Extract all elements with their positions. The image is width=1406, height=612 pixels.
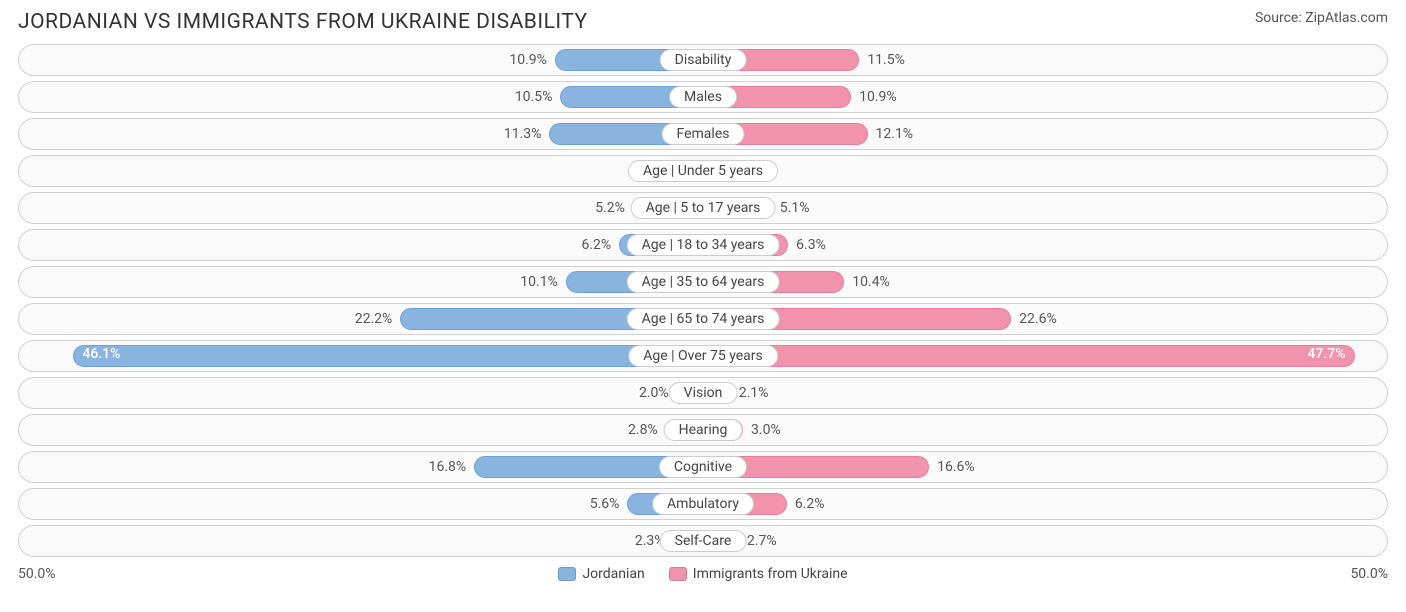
row-right-half: 11.5%: [703, 45, 1387, 75]
row-left-half: 10.9%: [19, 45, 703, 75]
legend-swatch-left: [558, 567, 576, 581]
value-label-right: 10.4%: [852, 274, 890, 290]
row-left-half: 2.8%: [19, 415, 703, 445]
value-label-right: 47.7%: [1307, 346, 1345, 362]
chart-row: 5.6% 6.2% Ambulatory: [18, 488, 1388, 520]
chart-row: 2.3% 2.7%Self-Care: [18, 525, 1388, 557]
row-right-half: 47.7%: [703, 341, 1387, 371]
category-label: Cognitive: [659, 456, 747, 478]
value-label-right: 2.7%: [747, 533, 777, 549]
value-label-right: 12.1%: [876, 126, 914, 142]
chart-row: 2.0% 2.1%Vision: [18, 377, 1388, 409]
value-label-right: 5.1%: [780, 200, 810, 216]
chart-title: JORDANIAN VS IMMIGRANTS FROM UKRAINE DIS…: [18, 10, 588, 34]
legend-swatch-right: [669, 567, 687, 581]
category-label: Age | 65 to 74 years: [627, 308, 780, 330]
row-left-half: 6.2%: [19, 230, 703, 260]
category-label: Age | Under 5 years: [628, 160, 778, 182]
category-label: Vision: [669, 382, 738, 404]
value-label-right: 6.2%: [795, 496, 825, 512]
chart-row: 10.9% 11.5% Disability: [18, 44, 1388, 76]
legend-item-left: Jordanian: [558, 566, 644, 582]
bar-right: 47.7%: [702, 345, 1355, 367]
row-left-half: 11.3%: [19, 119, 703, 149]
category-label: Hearing: [664, 419, 743, 441]
row-right-half: 12.1%: [703, 119, 1387, 149]
row-right-half: 3.0%: [703, 415, 1387, 445]
row-left-half: 10.1%: [19, 267, 703, 297]
value-label-left: 46.1%: [82, 346, 120, 362]
category-label: Disability: [660, 49, 747, 71]
category-label: Age | Over 75 years: [628, 345, 778, 367]
row-right-half: 5.1%: [703, 193, 1387, 223]
value-label-left: 10.9%: [509, 52, 547, 68]
category-label: Males: [669, 86, 737, 108]
chart-row: 46.1% 47.7% Age | Over 75 years: [18, 340, 1388, 372]
row-right-half: 10.4%: [703, 267, 1387, 297]
row-left-half: 22.2%: [19, 304, 703, 334]
chart-row: 5.2% 5.1%Age | 5 to 17 years: [18, 192, 1388, 224]
legend-label-left: Jordanian: [582, 566, 644, 582]
value-label-right: 3.0%: [751, 422, 781, 438]
category-label: Self-Care: [660, 530, 747, 552]
row-right-half: 2.7%: [703, 526, 1387, 556]
row-left-half: 2.0%: [19, 378, 703, 408]
source-attribution: Source: ZipAtlas.com: [1255, 10, 1388, 26]
value-label-left: 10.1%: [520, 274, 558, 290]
chart-row: 10.1% 10.4% Age | 35 to 64 years: [18, 266, 1388, 298]
axis-max-left: 50.0%: [18, 566, 56, 582]
row-left-half: 1.1%: [19, 156, 703, 186]
chart-row: 6.2% 6.3% Age | 18 to 34 years: [18, 229, 1388, 261]
value-label-left: 11.3%: [504, 126, 542, 142]
value-label-right: 16.6%: [937, 459, 975, 475]
value-label-right: 6.3%: [796, 237, 826, 253]
row-right-half: 1.0%: [703, 156, 1387, 186]
category-label: Females: [662, 123, 745, 145]
legend: Jordanian Immigrants from Ukraine: [56, 566, 1351, 582]
row-left-half: 2.3%: [19, 526, 703, 556]
row-right-half: 10.9%: [703, 82, 1387, 112]
bar-left: 46.1%: [73, 345, 704, 367]
value-label-left: 2.0%: [639, 385, 669, 401]
row-left-half: 5.6%: [19, 489, 703, 519]
row-left-half: 5.2%: [19, 193, 703, 223]
row-right-half: 16.6%: [703, 452, 1387, 482]
category-label: Age | 35 to 64 years: [627, 271, 780, 293]
value-label-left: 16.8%: [429, 459, 467, 475]
value-label-left: 2.8%: [628, 422, 658, 438]
legend-label-right: Immigrants from Ukraine: [693, 566, 848, 582]
value-label-right: 10.9%: [859, 89, 897, 105]
chart-row: 2.8% 3.0% Hearing: [18, 414, 1388, 446]
category-label: Age | 18 to 34 years: [627, 234, 780, 256]
chart-row: 1.1%1.0%Age | Under 5 years: [18, 155, 1388, 187]
chart-row: 11.3% 12.1% Females: [18, 118, 1388, 150]
chart-body: 10.9% 11.5% Disability 10.5% 10.9% Males 11.3%…: [0, 42, 1406, 557]
value-label-left: 5.6%: [590, 496, 620, 512]
row-left-half: 16.8%: [19, 452, 703, 482]
value-label-left: 5.2%: [595, 200, 625, 216]
value-label-left: 6.2%: [582, 237, 612, 253]
value-label-right: 11.5%: [867, 52, 905, 68]
row-right-half: 2.1%: [703, 378, 1387, 408]
legend-item-right: Immigrants from Ukraine: [669, 566, 848, 582]
row-left-half: 10.5%: [19, 82, 703, 112]
value-label-left: 22.2%: [355, 311, 393, 327]
category-label: Ambulatory: [652, 493, 754, 515]
value-label-right: 22.6%: [1019, 311, 1057, 327]
axis-max-right: 50.0%: [1350, 566, 1388, 582]
chart-row: 10.5% 10.9% Males: [18, 81, 1388, 113]
value-label-right: 2.1%: [739, 385, 769, 401]
row-right-half: 6.2%: [703, 489, 1387, 519]
chart-row: 22.2% 22.6% Age | 65 to 74 years: [18, 303, 1388, 335]
row-right-half: 22.6%: [703, 304, 1387, 334]
category-label: Age | 5 to 17 years: [631, 197, 776, 219]
row-left-half: 46.1%: [19, 341, 703, 371]
value-label-left: 10.5%: [515, 89, 553, 105]
chart-row: 16.8% 16.6% Cognitive: [18, 451, 1388, 483]
chart-footer: 50.0% Jordanian Immigrants from Ukraine …: [0, 562, 1406, 582]
row-right-half: 6.3%: [703, 230, 1387, 260]
chart-header: JORDANIAN VS IMMIGRANTS FROM UKRAINE DIS…: [0, 0, 1406, 42]
